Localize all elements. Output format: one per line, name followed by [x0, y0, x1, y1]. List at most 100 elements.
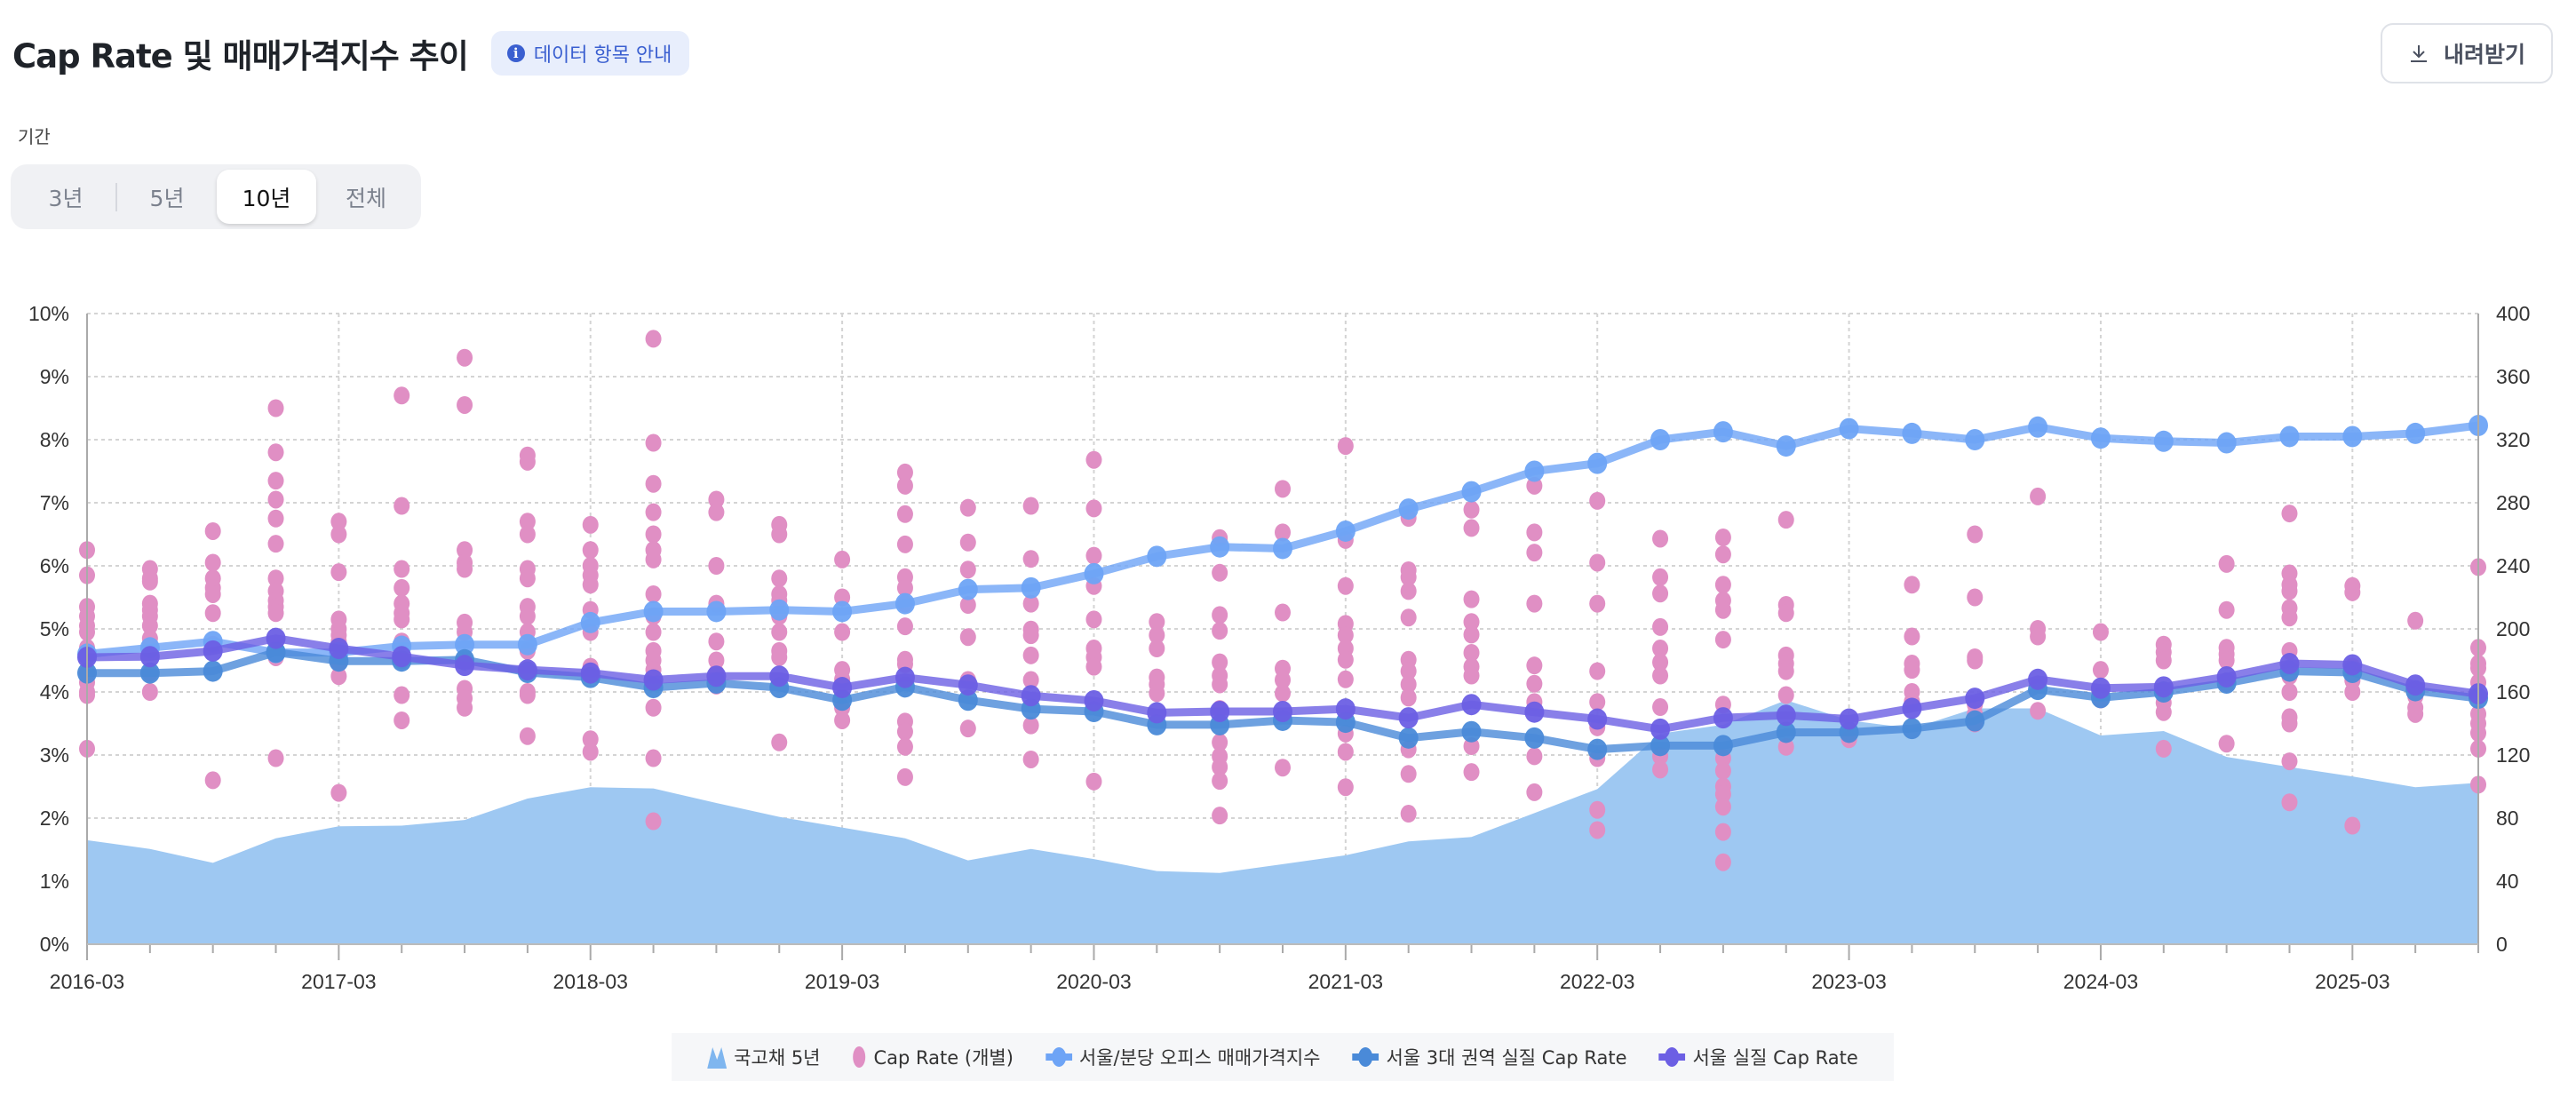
- cap-rate-point: [1967, 651, 1984, 670]
- price-index-point: [2028, 416, 2048, 438]
- y-right-tick-label: 200: [2496, 617, 2530, 640]
- cap-rate-point: [1400, 662, 1417, 680]
- price-index-point: [2153, 430, 2174, 452]
- cap-rate-point: [1589, 553, 1606, 572]
- x-tick-label: 2021-03: [1308, 970, 1383, 993]
- cap-rate-point: [1400, 688, 1417, 707]
- seoul-cap-rate-point: [1713, 707, 1733, 729]
- cap-rate-point: [519, 525, 536, 544]
- cap-rate-point: [1777, 686, 1794, 704]
- y-right-tick-label: 40: [2496, 870, 2519, 893]
- cap-rate-point: [582, 576, 599, 594]
- price-index-point: [1839, 417, 1859, 440]
- cap-rate-point: [1275, 480, 1291, 498]
- legend-item-seoul-3-region[interactable]: 서울 3대 권역 실질 Cap Rate: [1352, 1044, 1626, 1070]
- cap-rate-point: [1022, 646, 1039, 664]
- line-marker-icon: [1352, 1047, 1379, 1067]
- period-option-3y[interactable]: 3년: [48, 185, 83, 211]
- cap-rate-point: [2344, 583, 2361, 601]
- y-left-tick-label: 2%: [40, 807, 69, 830]
- area-icon: [707, 1047, 727, 1069]
- y-left-tick-label: 0%: [40, 933, 69, 956]
- cap-rate-point: [1022, 497, 1039, 515]
- cap-rate-point: [2344, 816, 2361, 835]
- cap-rate-point: [2155, 739, 2172, 758]
- legend-label: 서울 3대 권역 실질 Cap Rate: [1386, 1047, 1627, 1069]
- cap-rate-point: [1777, 511, 1794, 529]
- cap-rate-point: [1714, 576, 1731, 594]
- cap-rate-point: [1337, 670, 1354, 688]
- price-index-point: [1965, 429, 1985, 450]
- price-index-point: [1902, 422, 1922, 444]
- period-option-5y[interactable]: 5년: [149, 185, 185, 211]
- seoul-3-region-cap-rate-point: [1713, 735, 1733, 757]
- cap-rate-point: [1085, 450, 1102, 469]
- cap-rate-point: [771, 623, 788, 641]
- cap-rate-point: [2030, 702, 2047, 720]
- period-option-all[interactable]: 전체: [345, 185, 386, 211]
- circle-icon: [853, 1046, 866, 1068]
- x-tick-label: 2017-03: [301, 970, 376, 993]
- seoul-cap-rate-point: [1461, 694, 1482, 716]
- cap-rate-point: [1212, 563, 1228, 582]
- cap-rate-point: [1589, 821, 1606, 839]
- cap-rate-point: [267, 509, 284, 528]
- cap-rate-point: [519, 727, 536, 745]
- download-button[interactable]: 내려받기: [2381, 23, 2553, 83]
- cap-rate-point: [141, 616, 158, 635]
- seoul-cap-rate-point: [1335, 698, 1356, 720]
- y-right-tick-label: 240: [2496, 554, 2530, 577]
- legend-item-cap-rate[interactable]: Cap Rate (개별): [853, 1044, 1014, 1070]
- cap-rate-point: [771, 569, 788, 588]
- cap-rate-point: [204, 771, 221, 790]
- cap-rate-chart: 0% 1% 2% 3% 4% 5% 6% 7% 8% 9% 10% 0 40 80 120 160 200 240…: [28, 302, 2530, 993]
- period-option-10y[interactable]: 10년: [217, 170, 316, 224]
- cap-rate-point: [896, 737, 913, 756]
- cap-rate-point: [2218, 554, 2235, 573]
- legend-item-price-index[interactable]: 서울/분당 오피스 매매가격지수: [1045, 1044, 1320, 1070]
- cap-rate-point: [1463, 763, 1480, 782]
- legend-label: Cap Rate (개별): [873, 1047, 1014, 1069]
- y-left-tick-label: 1%: [40, 870, 69, 893]
- seoul-cap-rate-point: [1587, 708, 1608, 730]
- cap-rate-point: [1777, 662, 1794, 680]
- data-info-button[interactable]: i 데이터 항목 안내: [490, 31, 690, 76]
- cap-rate-point: [1463, 666, 1480, 685]
- cap-rate-point: [1212, 675, 1228, 694]
- legend-label: 국고채 5년: [734, 1047, 821, 1069]
- cap-rate-point: [1714, 529, 1731, 547]
- y-right-tick-label: 80: [2496, 807, 2519, 830]
- cap-rate-point: [267, 749, 284, 767]
- cap-rate-point: [1149, 640, 1165, 658]
- cap-rate-point: [959, 596, 976, 615]
- cap-rate-point: [1085, 772, 1102, 791]
- y-left-tick-label: 10%: [28, 302, 69, 325]
- cap-rate-point: [457, 348, 473, 367]
- price-index-point: [1398, 498, 1419, 521]
- cap-rate-point: [834, 550, 851, 568]
- cap-rate-point: [519, 513, 536, 531]
- data-info-label: 데이터 항목 안내: [533, 44, 672, 67]
- bond-5y-area: [87, 700, 2478, 944]
- legend-item-seoul[interactable]: 서울 실질 Cap Rate: [1658, 1044, 1858, 1070]
- cap-rate-point: [1275, 603, 1291, 622]
- price-index-point: [769, 599, 790, 621]
- cap-rate-point: [1714, 853, 1731, 871]
- cap-rate-point: [645, 698, 662, 717]
- cap-rate-point: [1085, 657, 1102, 676]
- cap-rate-point: [2281, 608, 2298, 627]
- seoul-cap-rate-point: [392, 646, 412, 668]
- cap-rate-point: [1652, 529, 1669, 548]
- seoul-cap-rate-point: [1273, 701, 1292, 723]
- cap-rate-point: [582, 541, 599, 560]
- cap-rate-point: [1400, 582, 1417, 600]
- seoul-3-region-cap-rate-point: [1524, 727, 1545, 749]
- legend-item-bond[interactable]: 국고채 5년: [707, 1044, 821, 1070]
- price-index-point: [2279, 425, 2300, 448]
- x-tick-label: 2024-03: [2063, 970, 2138, 993]
- cap-rate-point: [267, 399, 284, 417]
- cap-rate-point: [2030, 487, 2047, 505]
- cap-rate-point: [394, 560, 410, 578]
- cap-rate-point: [204, 604, 221, 623]
- cap-rate-point: [2092, 661, 2109, 680]
